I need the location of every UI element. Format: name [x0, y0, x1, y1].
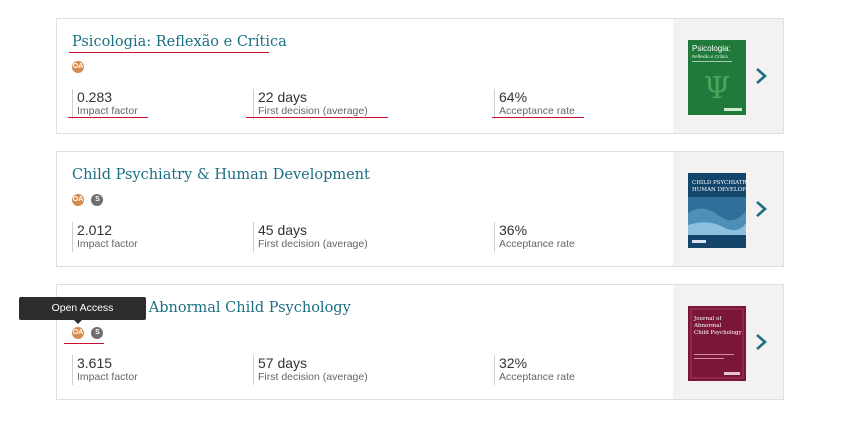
svg-text:Reflexão e Crítica: Reflexão e Crítica: [692, 54, 728, 59]
subscription-icon[interactable]: S: [91, 327, 104, 339]
acceptance-rate-value: 32%: [499, 355, 528, 371]
annotation-underline: [68, 117, 148, 118]
badge-group: OA S: [72, 194, 106, 208]
journal-card: Psicologia: Reflexão e Crítica OA 0.283 …: [56, 18, 784, 134]
first-decision-label: First decision (average): [258, 238, 368, 250]
open-access-icon[interactable]: OA: [72, 61, 84, 73]
open-access-tooltip: Open Access: [19, 297, 146, 324]
first-decision-value: 57 days: [258, 355, 308, 371]
impact-factor-label: Impact factor: [77, 371, 138, 383]
first-decision-metric: 57 days First decision (average): [253, 355, 368, 385]
chevron-right-icon[interactable]: [753, 67, 769, 85]
annotation-underline: [64, 343, 104, 344]
svg-text:Child Psychology: Child Psychology: [694, 330, 743, 336]
journal-card: Journal of Abnormal Child Psychology OA …: [56, 284, 784, 400]
impact-factor-label: Impact factor: [77, 238, 138, 250]
badge-group: OA S: [72, 327, 106, 341]
journal-title-link[interactable]: Child Psychiatry & Human Development: [72, 167, 370, 183]
open-access-icon[interactable]: OA: [72, 194, 84, 206]
acceptance-rate-metric: 32% Acceptance rate: [494, 355, 575, 385]
impact-factor-metric: 3.615 Impact factor: [72, 355, 138, 385]
journal-cover-image: Journal of Abnormal Child Psychology: [688, 306, 746, 381]
journal-cover-image: CHILD PSYCHIATRY & HUMAN DEVELOPMENT: [688, 173, 746, 248]
journal-title-link[interactable]: Psicologia: Reflexão e Crítica: [72, 34, 287, 50]
journal-cover-image: Psicologia: Reflexão e Crítica Ψ: [688, 40, 746, 115]
journal-cover-link[interactable]: Psicologia: Reflexão e Crítica Ψ: [673, 19, 783, 133]
svg-text:Ψ: Ψ: [704, 71, 730, 106]
acceptance-rate-label: Acceptance rate: [499, 371, 575, 383]
journal-cover-link[interactable]: CHILD PSYCHIATRY & HUMAN DEVELOPMENT: [673, 152, 783, 266]
chevron-right-icon[interactable]: [753, 333, 769, 351]
open-access-icon[interactable]: OA: [72, 327, 84, 339]
first-decision-value: 45 days: [258, 222, 308, 238]
svg-text:Journal of: Journal of: [693, 316, 722, 322]
impact-factor-value: 3.615: [77, 355, 113, 371]
acceptance-rate-value: 64%: [499, 89, 528, 105]
first-decision-metric: 22 days First decision (average): [253, 89, 368, 119]
chevron-right-icon[interactable]: [753, 200, 769, 218]
first-decision-metric: 45 days First decision (average): [253, 222, 368, 252]
svg-text:HUMAN DEVELOPMENT: HUMAN DEVELOPMENT: [692, 187, 746, 193]
svg-text:CHILD PSYCHIATRY &: CHILD PSYCHIATRY &: [692, 180, 746, 186]
svg-text:Psicologia:: Psicologia:: [692, 44, 731, 53]
acceptance-rate-value: 36%: [499, 222, 528, 238]
subscription-icon[interactable]: S: [91, 194, 104, 206]
acceptance-rate-metric: 36% Acceptance rate: [494, 222, 575, 252]
annotation-underline: [69, 52, 269, 53]
annotation-underline: [246, 117, 388, 118]
acceptance-rate-label: Acceptance rate: [499, 105, 575, 117]
first-decision-label: First decision (average): [258, 105, 368, 117]
first-decision-value: 22 days: [258, 89, 308, 105]
impact-factor-value: 0.283: [77, 89, 113, 105]
badge-group: OA: [72, 61, 87, 75]
journal-card: Child Psychiatry & Human Development OA …: [56, 151, 784, 267]
svg-text:Abnormal: Abnormal: [693, 323, 721, 329]
acceptance-rate-label: Acceptance rate: [499, 238, 575, 250]
acceptance-rate-metric: 64% Acceptance rate: [494, 89, 575, 119]
impact-factor-metric: 0.283 Impact factor: [72, 89, 138, 119]
journal-cover-link[interactable]: Journal of Abnormal Child Psychology: [673, 285, 783, 399]
impact-factor-label: Impact factor: [77, 105, 138, 117]
annotation-underline: [492, 117, 584, 118]
first-decision-label: First decision (average): [258, 371, 368, 383]
impact-factor-value: 2.012: [77, 222, 113, 238]
impact-factor-metric: 2.012 Impact factor: [72, 222, 138, 252]
